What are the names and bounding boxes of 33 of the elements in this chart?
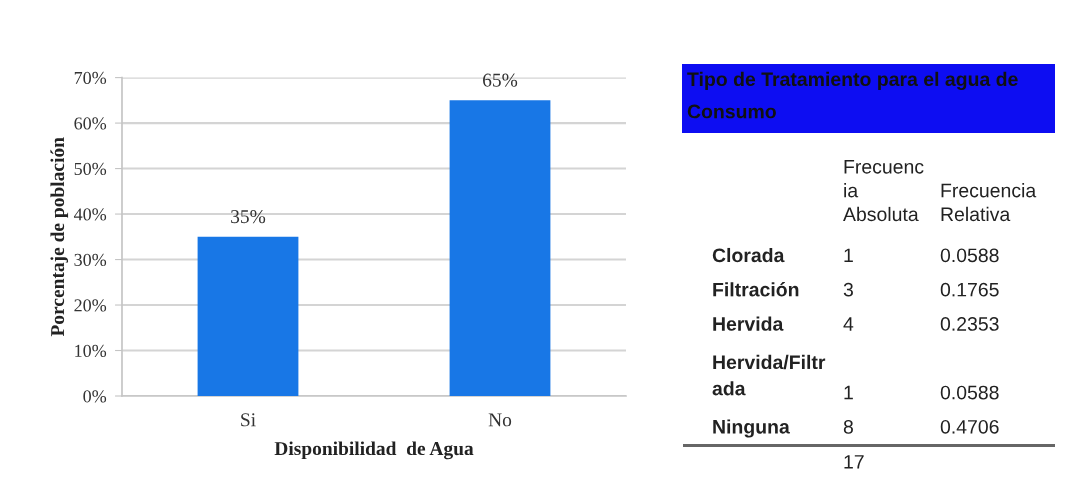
data-label: 0.2353	[940, 317, 999, 331]
data-label: 1	[844, 385, 853, 400]
category-label: Clorada	[712, 247, 785, 263]
text: Tipo de Tratamiento para el agua de Consumo	[687, 71, 1018, 119]
data-label: 3	[843, 282, 853, 297]
y-tick-label: 10%	[75, 344, 107, 358]
y-tick-label: 70%	[74, 71, 107, 85]
y-tick-label: 50%	[74, 162, 107, 176]
y-tick-label: 60%	[74, 117, 107, 130]
data-label: 65%	[483, 73, 518, 87]
y-axis-title: Porcentaje de población	[50, 137, 69, 337]
data-label: 0.4706	[940, 419, 999, 434]
y-tick-label: 20%	[74, 299, 107, 312]
data-label: 0.1765	[940, 282, 999, 297]
data-label: 0.0588	[940, 248, 999, 263]
y-tick-label: 40%	[73, 208, 107, 221]
category-label: Ninguna	[713, 419, 790, 438]
data-label: 4	[843, 317, 854, 331]
category-label: Filtración	[713, 282, 799, 297]
x-tick-label: Si	[241, 413, 256, 427]
text: 17	[844, 455, 864, 469]
text: Frecuenc ia Absoluta	[843, 160, 924, 222]
y-tick-label: 30%	[74, 253, 107, 267]
text: Frecuencia Relativa	[941, 183, 1037, 222]
data-label: 1	[844, 248, 853, 263]
category-label: Hervida	[713, 316, 784, 331]
data-label: 8	[843, 419, 853, 434]
category-label: Hervida/Filtr ada	[712, 354, 826, 396]
data-label: 35%	[231, 210, 266, 224]
y-tick-label: 0%	[83, 390, 107, 403]
data-label: 0.0588	[940, 385, 999, 400]
x-tick-label: No	[488, 413, 512, 427]
x-axis-title: Disponibilidad de Agua	[274, 441, 474, 460]
